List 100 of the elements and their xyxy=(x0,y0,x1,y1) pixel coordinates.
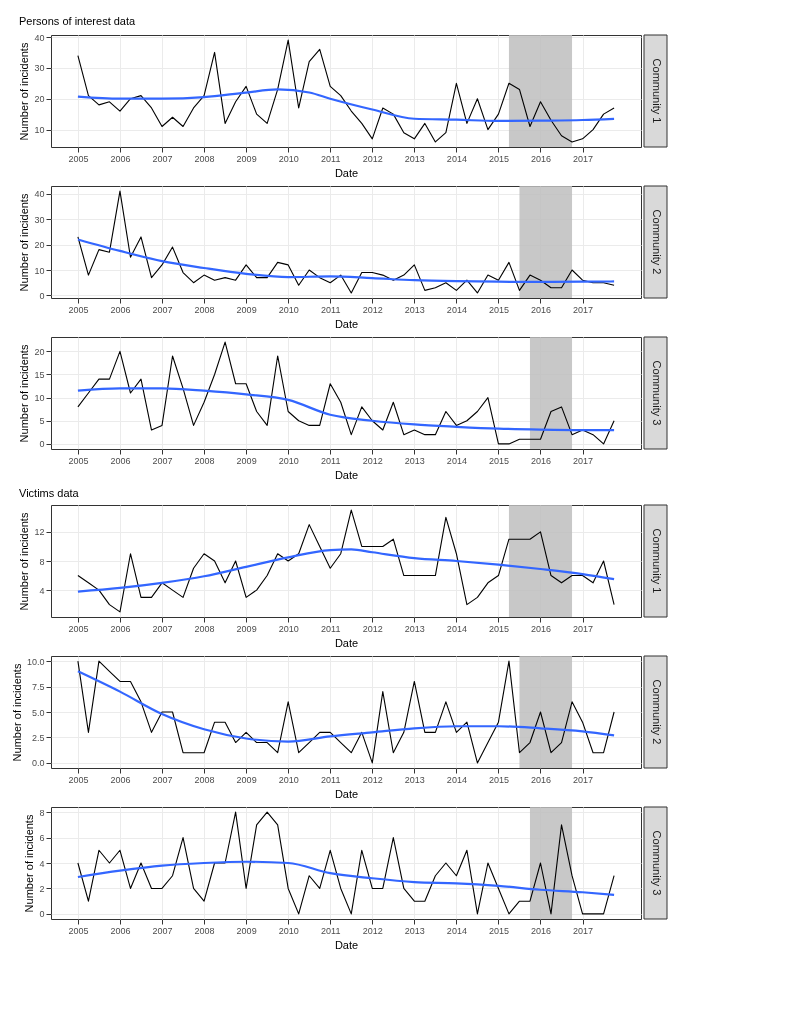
y-tick-label: 15 xyxy=(34,369,45,380)
x-tick-label: 2016 xyxy=(530,455,552,466)
x-tick-label: 2008 xyxy=(194,774,215,785)
text: Community 2 xyxy=(650,679,663,745)
x-tick-label: 2017 xyxy=(573,774,594,785)
x-tick-label: 2017 xyxy=(573,304,594,315)
x-tick-label: 2005 xyxy=(68,153,89,164)
x-tick-label: 2011 xyxy=(321,774,341,785)
x-tick-label: 2016 xyxy=(530,623,552,634)
line-series xyxy=(76,238,616,284)
x-tick-label: 2015 xyxy=(488,455,509,466)
y-tick-label: 30 xyxy=(34,214,45,225)
y-tick-label: 10 xyxy=(34,265,45,276)
y-axis-title: Number of incidents xyxy=(10,663,23,762)
x-tick-label: 2009 xyxy=(236,153,257,164)
y-axis-title: Number of incidents xyxy=(18,512,31,611)
x-tick-label: 2014 xyxy=(446,774,467,785)
x-tick-label: 2010 xyxy=(278,623,299,634)
y-tick-label: 0 xyxy=(39,909,45,920)
line-series xyxy=(76,548,616,593)
y-tick-label: 40 xyxy=(34,32,45,43)
x-tick-label: 2012 xyxy=(362,925,383,936)
y-tick-label: 2 xyxy=(39,883,45,894)
x-tick-label: 2013 xyxy=(404,153,425,164)
x-tick-label: 2012 xyxy=(362,774,383,785)
y-tick-label: 8 xyxy=(39,807,45,818)
x-tick-label: 2017 xyxy=(573,455,594,466)
y-tick-label: 5.0 xyxy=(31,707,45,718)
x-tick-label: 2016 xyxy=(530,304,552,315)
x-tick-label: 2007 xyxy=(152,304,173,315)
y-tick-label: 20 xyxy=(34,94,45,105)
y-tick-label: 30 xyxy=(34,63,45,74)
y-tick-label: 0.0 xyxy=(31,758,45,769)
x-axis-title: Date xyxy=(334,636,359,649)
x-tick-label: 2010 xyxy=(278,153,299,164)
line-series xyxy=(77,811,615,915)
y-tick-label: 5 xyxy=(39,416,45,427)
x-tick-label: 2012 xyxy=(362,455,383,466)
y-tick-label: 4 xyxy=(39,585,45,596)
x-tick-label: 2009 xyxy=(236,304,257,315)
x-tick-label: 2014 xyxy=(446,925,467,936)
x-tick-label: 2011 xyxy=(321,455,341,466)
y-tick-label: 10 xyxy=(34,393,45,404)
x-tick-label: 2014 xyxy=(446,455,467,466)
x-tick-label: 2017 xyxy=(573,925,594,936)
x-tick-label: 2005 xyxy=(68,925,89,936)
x-tick-label: 2006 xyxy=(110,455,131,466)
text: Community 3 xyxy=(650,830,663,896)
y-tick-label: 20 xyxy=(34,240,45,251)
line-series xyxy=(76,860,616,896)
x-axis-title: Date xyxy=(334,787,359,800)
x-tick-label: 2007 xyxy=(152,455,173,466)
y-axis-title: Number of incidents xyxy=(23,814,36,913)
x-tick-label: 2007 xyxy=(152,774,173,785)
line-series xyxy=(76,670,616,743)
line-series xyxy=(76,88,616,123)
x-tick-label: 2013 xyxy=(404,774,425,785)
y-tick-label: 0 xyxy=(39,290,45,301)
x-tick-label: 2013 xyxy=(404,455,425,466)
x-tick-label: 2008 xyxy=(194,623,215,634)
y-tick-label: 8 xyxy=(39,556,45,567)
x-tick-label: 2008 xyxy=(194,925,215,936)
x-tick-label: 2013 xyxy=(404,304,425,315)
x-tick-label: 2006 xyxy=(110,623,131,634)
y-tick-label: 40 xyxy=(34,189,45,200)
x-tick-label: 2015 xyxy=(488,774,509,785)
x-tick-label: 2014 xyxy=(446,623,467,634)
y-tick-label: 0 xyxy=(39,439,45,450)
x-tick-label: 2006 xyxy=(110,304,131,315)
x-tick-label: 2007 xyxy=(152,153,173,164)
text: Community 1 xyxy=(650,58,663,124)
y-tick-label: 6 xyxy=(39,833,45,844)
text: Community 3 xyxy=(650,360,663,426)
x-tick-label: 2008 xyxy=(194,153,215,164)
y-axis-title: Number of incidents xyxy=(18,193,31,292)
x-tick-label: 2005 xyxy=(68,774,89,785)
x-tick-label: 2010 xyxy=(278,304,299,315)
y-tick-label: 4 xyxy=(39,858,45,869)
x-tick-label: 2015 xyxy=(488,153,509,164)
x-tick-label: 2014 xyxy=(446,153,467,164)
x-tick-label: 2012 xyxy=(362,304,383,315)
x-tick-label: 2017 xyxy=(573,153,594,164)
text: Community 1 xyxy=(650,528,663,594)
x-tick-label: 2009 xyxy=(236,623,257,634)
x-tick-label: 2005 xyxy=(68,304,89,315)
x-tick-label: 2013 xyxy=(404,623,425,634)
x-tick-label: 2011 xyxy=(321,153,341,164)
x-tick-label: 2008 xyxy=(194,304,215,315)
x-tick-label: 2012 xyxy=(362,623,383,634)
x-tick-label: 2011 xyxy=(321,623,341,634)
x-axis-title: Date xyxy=(334,317,359,330)
x-tick-label: 2007 xyxy=(152,623,173,634)
x-tick-label: 2005 xyxy=(68,455,89,466)
text: Community 2 xyxy=(650,209,663,275)
x-tick-label: 2016 xyxy=(530,774,552,785)
x-tick-label: 2016 xyxy=(530,153,552,164)
x-tick-label: 2006 xyxy=(110,925,131,936)
x-tick-label: 2012 xyxy=(362,153,383,164)
x-tick-label: 2010 xyxy=(278,774,299,785)
line-series xyxy=(77,190,615,294)
